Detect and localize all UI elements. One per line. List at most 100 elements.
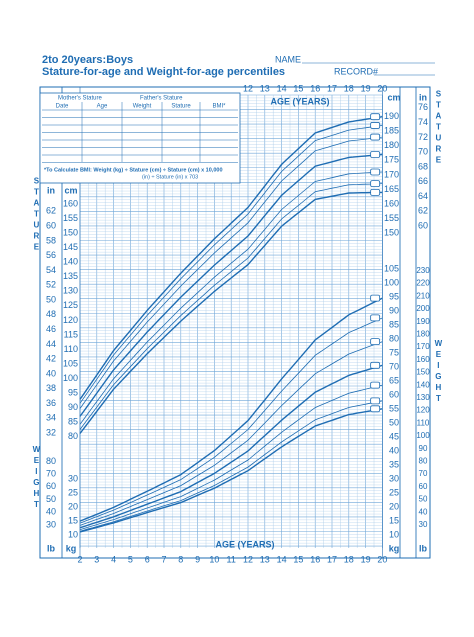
right-in: 60 (418, 220, 428, 230)
right-kg: 55 (389, 403, 399, 413)
right-kg: 90 (389, 305, 399, 315)
right-kg: 20 (389, 501, 399, 511)
right-kg: 100 (384, 277, 399, 287)
left-lb-label: lb (47, 543, 56, 553)
percentile-box (370, 113, 381, 121)
right-kg: 50 (389, 417, 399, 427)
percentile-box (370, 294, 381, 302)
table-header: BMI* (212, 104, 226, 110)
axis-column (61, 86, 81, 559)
table-mother: Mother's Stature (58, 96, 102, 102)
right-cm: 155 (384, 213, 399, 223)
right-cm: 150 (384, 227, 399, 237)
bottom-age: 7 (161, 554, 166, 564)
left-in-label: in (47, 185, 55, 195)
top-age: 16 (310, 83, 320, 93)
left-cm: 110 (64, 344, 78, 354)
right-lb: 130 (416, 393, 430, 402)
side-word-stature: STATURE (434, 90, 443, 167)
left-in: 46 (46, 324, 56, 334)
bottom-age: 11 (227, 554, 236, 564)
left-in: 58 (46, 235, 56, 245)
weight-curve (79, 317, 383, 524)
name-label: NAME (275, 54, 301, 64)
bottom-age: 20 (377, 554, 387, 564)
right-cm: 160 (384, 198, 399, 208)
right-kg: 30 (389, 473, 399, 483)
left-in: 60 (46, 220, 56, 230)
left-in: 48 (46, 309, 56, 319)
stature-curve (79, 136, 383, 409)
right-lb: 220 (416, 279, 430, 288)
left-lb: 60 (46, 481, 56, 491)
top-cm: cm (387, 92, 400, 102)
side-word-weight: WEIGHT (434, 339, 443, 405)
right-cm: 180 (384, 140, 399, 150)
title: 2to 20years:Boys (42, 54, 133, 66)
left-in: 42 (46, 354, 56, 364)
left-in: 52 (46, 280, 56, 290)
bottom-age: 8 (178, 554, 183, 564)
left-kg: 10 (68, 529, 78, 539)
left-cm: 145 (63, 242, 78, 252)
right-in: 66 (418, 176, 428, 186)
right-in: 76 (418, 102, 428, 112)
right-in: 72 (418, 132, 428, 142)
labels: Mother's Stature Father's Stature Date Age W… (32, 83, 443, 564)
left-cm: 130 (63, 286, 78, 296)
weight-curve (79, 297, 383, 522)
right-lb: 140 (416, 380, 430, 389)
left-cm: 160 (63, 198, 78, 208)
top-axis-label: AGE (YEARS) (270, 96, 329, 106)
right-kg: 35 (389, 459, 399, 469)
left-lb: 80 (46, 456, 56, 466)
left-cm: 90 (68, 402, 78, 412)
right-lb: 170 (416, 342, 430, 351)
left-in: 38 (46, 383, 56, 393)
left-in: 44 (46, 339, 56, 349)
top-age: 15 (293, 83, 303, 93)
right-lb: 210 (416, 291, 430, 300)
percentile-box (370, 180, 381, 188)
left-kg-label: kg (66, 543, 77, 553)
bottom-age: 9 (195, 554, 200, 564)
weight-curve (79, 408, 383, 533)
right-kg: 85 (389, 319, 399, 329)
table-header: Stature (171, 104, 191, 110)
right-kg: 75 (389, 347, 399, 357)
left-cm: 80 (68, 431, 78, 441)
percentile-box (370, 338, 381, 345)
percentile-box (370, 168, 381, 176)
right-in: 74 (418, 117, 428, 127)
right-lb: 80 (419, 457, 428, 466)
left-lb: 30 (46, 519, 56, 529)
stature-curve (79, 116, 383, 400)
table-father: Father's Stature (140, 96, 183, 102)
subtitle: Stature-for-age and Weight-for-age perce… (42, 66, 285, 78)
bottom-axis-label: AGE (YEARS) (215, 539, 274, 549)
right-lb: 100 (416, 431, 430, 440)
bottom-lb: lb (419, 543, 428, 553)
grid (39, 86, 431, 559)
left-in: 40 (46, 368, 56, 378)
bottom-age: 10 (209, 554, 219, 564)
bottom-age: 17 (327, 554, 337, 564)
right-lb: 180 (416, 329, 430, 338)
top-age: 18 (344, 83, 354, 93)
percentile-curves (79, 113, 383, 533)
right-lb: 70 (419, 469, 428, 478)
left-in: 62 (46, 206, 56, 216)
right-lb: 190 (416, 317, 430, 326)
right-cm: 170 (384, 169, 399, 179)
bottom-age: 5 (128, 554, 133, 564)
percentile-box (370, 397, 381, 405)
right-kg: 40 (389, 445, 399, 455)
bottom-age: 13 (260, 554, 270, 564)
weight-curve (79, 384, 383, 531)
right-cm: 175 (384, 155, 399, 165)
bottom-age: 18 (344, 554, 354, 564)
bottom-age: 4 (111, 554, 116, 564)
right-kg: 15 (389, 515, 399, 525)
bottom-age: 19 (361, 554, 371, 564)
